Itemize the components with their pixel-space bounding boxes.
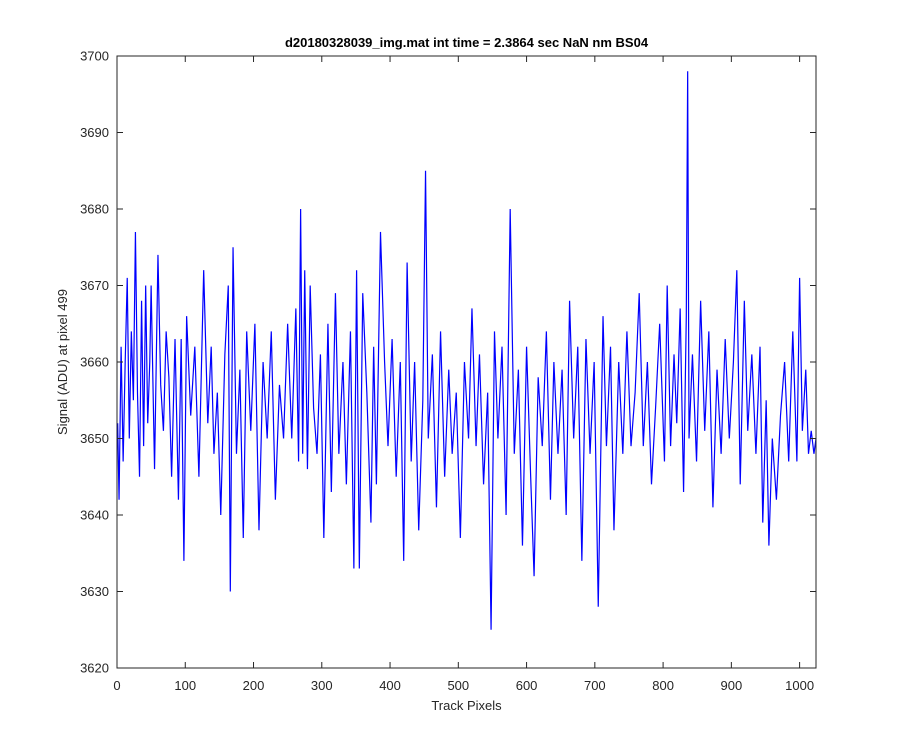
- x-axis-label: Track Pixels: [431, 698, 502, 713]
- y-tick-label: 3620: [80, 661, 109, 676]
- y-tick-label: 3660: [80, 355, 109, 370]
- x-tick-label: 500: [447, 678, 469, 693]
- x-tick-label: 600: [516, 678, 538, 693]
- x-tick-label: 700: [584, 678, 606, 693]
- x-tick-label: 100: [174, 678, 196, 693]
- series-line-1: [117, 71, 817, 630]
- chart-title: d20180328039_img.mat int time = 2.3864 s…: [285, 35, 649, 50]
- x-tick-label: 400: [379, 678, 401, 693]
- y-axis-label: Signal (ADU) at pixel 499: [55, 289, 70, 435]
- y-tick-label: 3680: [80, 202, 109, 217]
- x-tick-label: 1000: [785, 678, 814, 693]
- x-tick-label: 300: [311, 678, 333, 693]
- x-tick-label: 900: [721, 678, 743, 693]
- series-layer: [117, 71, 817, 630]
- y-tick-label: 3690: [80, 125, 109, 140]
- y-tick-label: 3640: [80, 508, 109, 523]
- x-tick-label: 800: [652, 678, 674, 693]
- y-tick-label: 3700: [80, 49, 109, 64]
- x-tick-label: 0: [113, 678, 120, 693]
- x-axis: 0 100 200 300 400 500 600 700 800 900 1000: [113, 56, 814, 693]
- plot-area: [117, 56, 816, 668]
- y-axis: 3620 3630 3640 3650 3660 3670 3680 3690 3700: [80, 49, 816, 676]
- y-tick-label: 3650: [80, 431, 109, 446]
- y-tick-label: 3670: [80, 278, 109, 293]
- y-tick-label: 3630: [80, 584, 109, 599]
- x-tick-label: 200: [243, 678, 265, 693]
